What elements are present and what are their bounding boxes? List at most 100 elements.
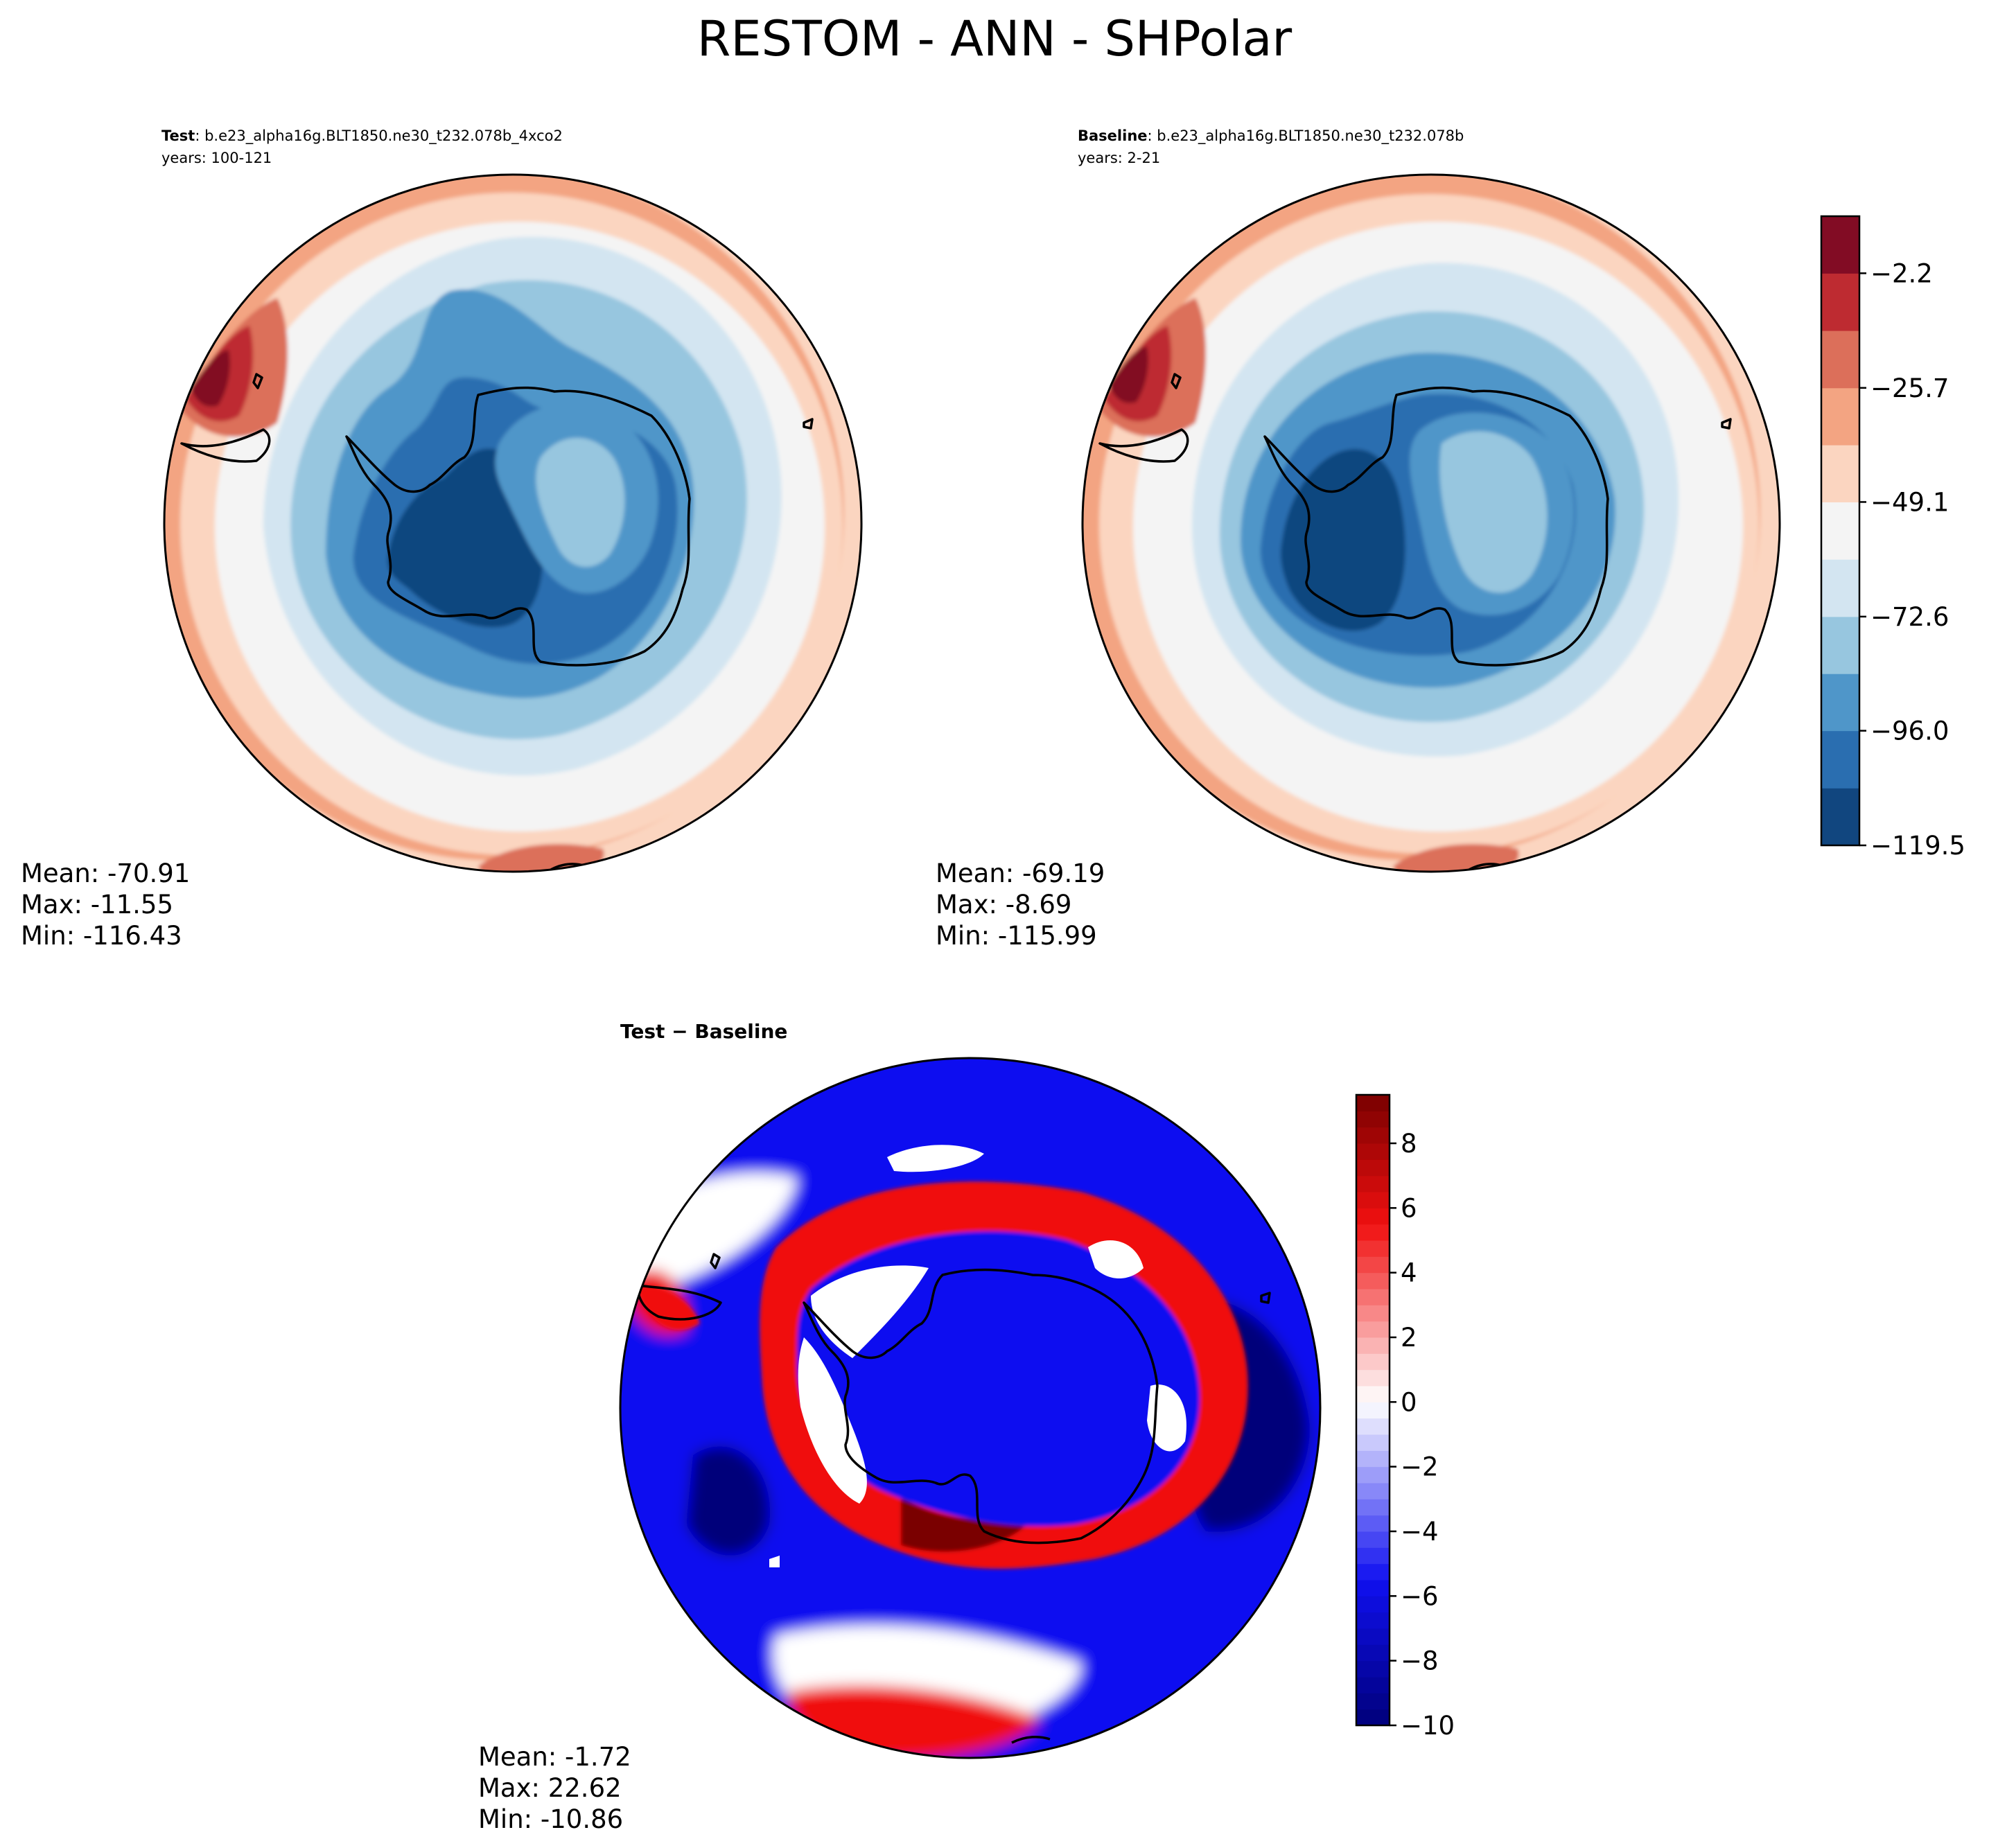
diff-colorbar-swatch <box>1356 1224 1390 1241</box>
baseline-island-east <box>1721 418 1732 430</box>
levels-colorbar-swatch <box>1821 216 1859 274</box>
diff-colorbar-swatch <box>1356 1111 1390 1128</box>
test-map <box>164 175 861 872</box>
diff-coastlines <box>636 1253 1271 1744</box>
diff-island-east <box>1260 1292 1271 1304</box>
levels-colorbar-swatch <box>1821 616 1859 674</box>
diff-colorbar-swatch <box>1356 1709 1390 1726</box>
diff-panel: Test − Baseline <box>478 1020 1322 1834</box>
test-max: Max: -11.55 <box>21 890 173 919</box>
baseline-label-bold: Baseline <box>1078 127 1148 144</box>
levels-colorbar-swatch <box>1821 502 1859 560</box>
diff-colorbar-tick-label: 2 <box>1401 1323 1417 1353</box>
diff-missing-data <box>769 1145 1186 1567</box>
diff-colorbar: −10 −8 −6 −4 −2 0 2 4 6 8 <box>1355 1093 1455 1741</box>
levels-colorbar-swatch <box>1821 559 1859 617</box>
diff-colorbar-swatch <box>1356 1418 1390 1435</box>
diff-max: Max: 22.62 <box>478 1773 622 1803</box>
test-label-rest: : b.e23_alpha16g.BLT1850.ne30_t232.078b_… <box>195 127 563 145</box>
baseline-contour-darkest-west <box>1281 449 1405 631</box>
baseline-years: years: 2-21 <box>1078 150 1160 166</box>
baseline-panel: Baseline: b.e23_alpha16g.BLT1850.ne30_t2… <box>936 127 1781 951</box>
levels-colorbar-tick-label: −72.6 <box>1870 602 1949 632</box>
levels-colorbar-tick-label: −49.1 <box>1870 487 1949 517</box>
baseline-mean: Mean: -69.19 <box>936 859 1105 888</box>
test-map-border <box>163 173 863 873</box>
diff-mean: Mean: -1.72 <box>478 1742 631 1772</box>
baseline-label: Baseline: b.e23_alpha16g.BLT1850.ne30_t2… <box>1078 127 1464 145</box>
baseline-map-border <box>1081 173 1781 873</box>
baseline-contour-plateau-inner <box>1439 431 1548 593</box>
diff-colorbar-swatch <box>1356 1305 1390 1322</box>
figure-title: RESTOM - ANN - SHPolar <box>697 10 1293 67</box>
test-contour-plateau-inner <box>536 437 625 567</box>
baseline-contour-maxred-patch <box>1109 346 1148 403</box>
test-min: Min: -116.43 <box>21 921 182 951</box>
diff-colorbar-swatch <box>1356 1127 1390 1144</box>
diff-colorbar-swatch <box>1356 1143 1390 1160</box>
test-years: years: 100-121 <box>161 150 272 166</box>
diff-colorbar-swatch <box>1356 1402 1390 1419</box>
diff-colorbar-swatch <box>1356 1159 1390 1177</box>
diff-colorbar-swatch <box>1356 1386 1390 1402</box>
diff-colorbar-swatch <box>1356 1531 1390 1548</box>
levels-colorbar-swatch <box>1821 788 1859 846</box>
diff-southamerica-tip <box>636 1284 722 1321</box>
test-panel: Test: b.e23_alpha16g.BLT1850.ne30_t232.0… <box>21 127 863 951</box>
diff-map-border <box>619 1057 1322 1759</box>
diff-colorbar-swatch <box>1356 1644 1390 1662</box>
diff-colorbar-swatch <box>1356 1580 1390 1596</box>
diff-colorbar-swatch <box>1356 1450 1390 1468</box>
diff-colorbar-swatch <box>1356 1466 1390 1484</box>
diff-colorbar-swatch <box>1356 1272 1390 1290</box>
test-label: Test: b.e23_alpha16g.BLT1850.ne30_t232.0… <box>161 127 563 145</box>
baseline-max: Max: -8.69 <box>936 890 1071 919</box>
diff-colorbar-tick-label: −4 <box>1401 1517 1439 1547</box>
levels-colorbar-swatch <box>1821 674 1859 732</box>
levels-colorbar-swatch <box>1821 331 1859 389</box>
diff-colorbar-swatch <box>1356 1660 1390 1678</box>
diff-colorbar-tick-label: −10 <box>1401 1711 1455 1741</box>
baseline-map <box>1083 175 1780 872</box>
test-southamerica-tip <box>180 428 271 463</box>
test-label-bold: Test <box>161 127 195 144</box>
diff-missing-north <box>887 1145 984 1172</box>
diff-colorbar-swatch <box>1356 1483 1390 1499</box>
diff-colorbar-swatch <box>1356 1547 1390 1565</box>
diff-colorbar-tick-label: 6 <box>1401 1193 1417 1223</box>
diff-colorbar-swatch <box>1356 1596 1390 1613</box>
diff-colorbar-swatch <box>1356 1434 1390 1451</box>
diff-colorbar-swatch <box>1356 1256 1390 1274</box>
diff-colorbar-swatch <box>1356 1208 1390 1225</box>
diff-colorbar-swatch <box>1356 1289 1390 1305</box>
diff-colorbar-frame <box>1355 1093 1391 1727</box>
diff-missing-ne <box>1088 1240 1144 1278</box>
baseline-antarctica-coast <box>1263 386 1609 667</box>
diff-colorbar-swatch <box>1356 1192 1390 1208</box>
test-island-east <box>803 418 814 430</box>
diff-colorbar-swatch <box>1356 1515 1390 1532</box>
test-mean: Mean: -70.91 <box>21 859 190 888</box>
diff-colorbar-swatch <box>1356 1612 1390 1629</box>
baseline-contour-red-bottom <box>1393 844 1519 872</box>
diff-colorbar-tick-label: 0 <box>1401 1387 1417 1417</box>
levels-colorbar-swatch <box>1821 445 1859 502</box>
diff-colorbar-tick-label: 4 <box>1401 1258 1417 1288</box>
levels-colorbar-tick-label: −119.5 <box>1870 831 1965 861</box>
baseline-island-west <box>1171 373 1182 389</box>
test-antarctica-coast <box>345 386 691 667</box>
test-island-west <box>252 373 263 389</box>
test-contour-maxred-patch <box>191 350 230 407</box>
levels-colorbar-tick-label: −2.2 <box>1870 258 1933 288</box>
baseline-coastlines <box>1098 373 1732 872</box>
diff-colorbar-swatch <box>1356 1369 1390 1387</box>
levels-colorbar-frame <box>1820 215 1861 847</box>
diff-colorbar-swatch <box>1356 1693 1390 1710</box>
baseline-label-rest: : b.e23_alpha16g.BLT1850.ne30_t232.078b <box>1148 127 1464 145</box>
levels-colorbar-tick-label: −96.0 <box>1870 716 1949 746</box>
diff-colorbar-tick-label: −2 <box>1401 1452 1439 1482</box>
diff-colorbar-swatch <box>1356 1337 1390 1354</box>
baseline-southamerica-tip <box>1098 428 1189 463</box>
levels-colorbar-swatch <box>1821 730 1859 789</box>
